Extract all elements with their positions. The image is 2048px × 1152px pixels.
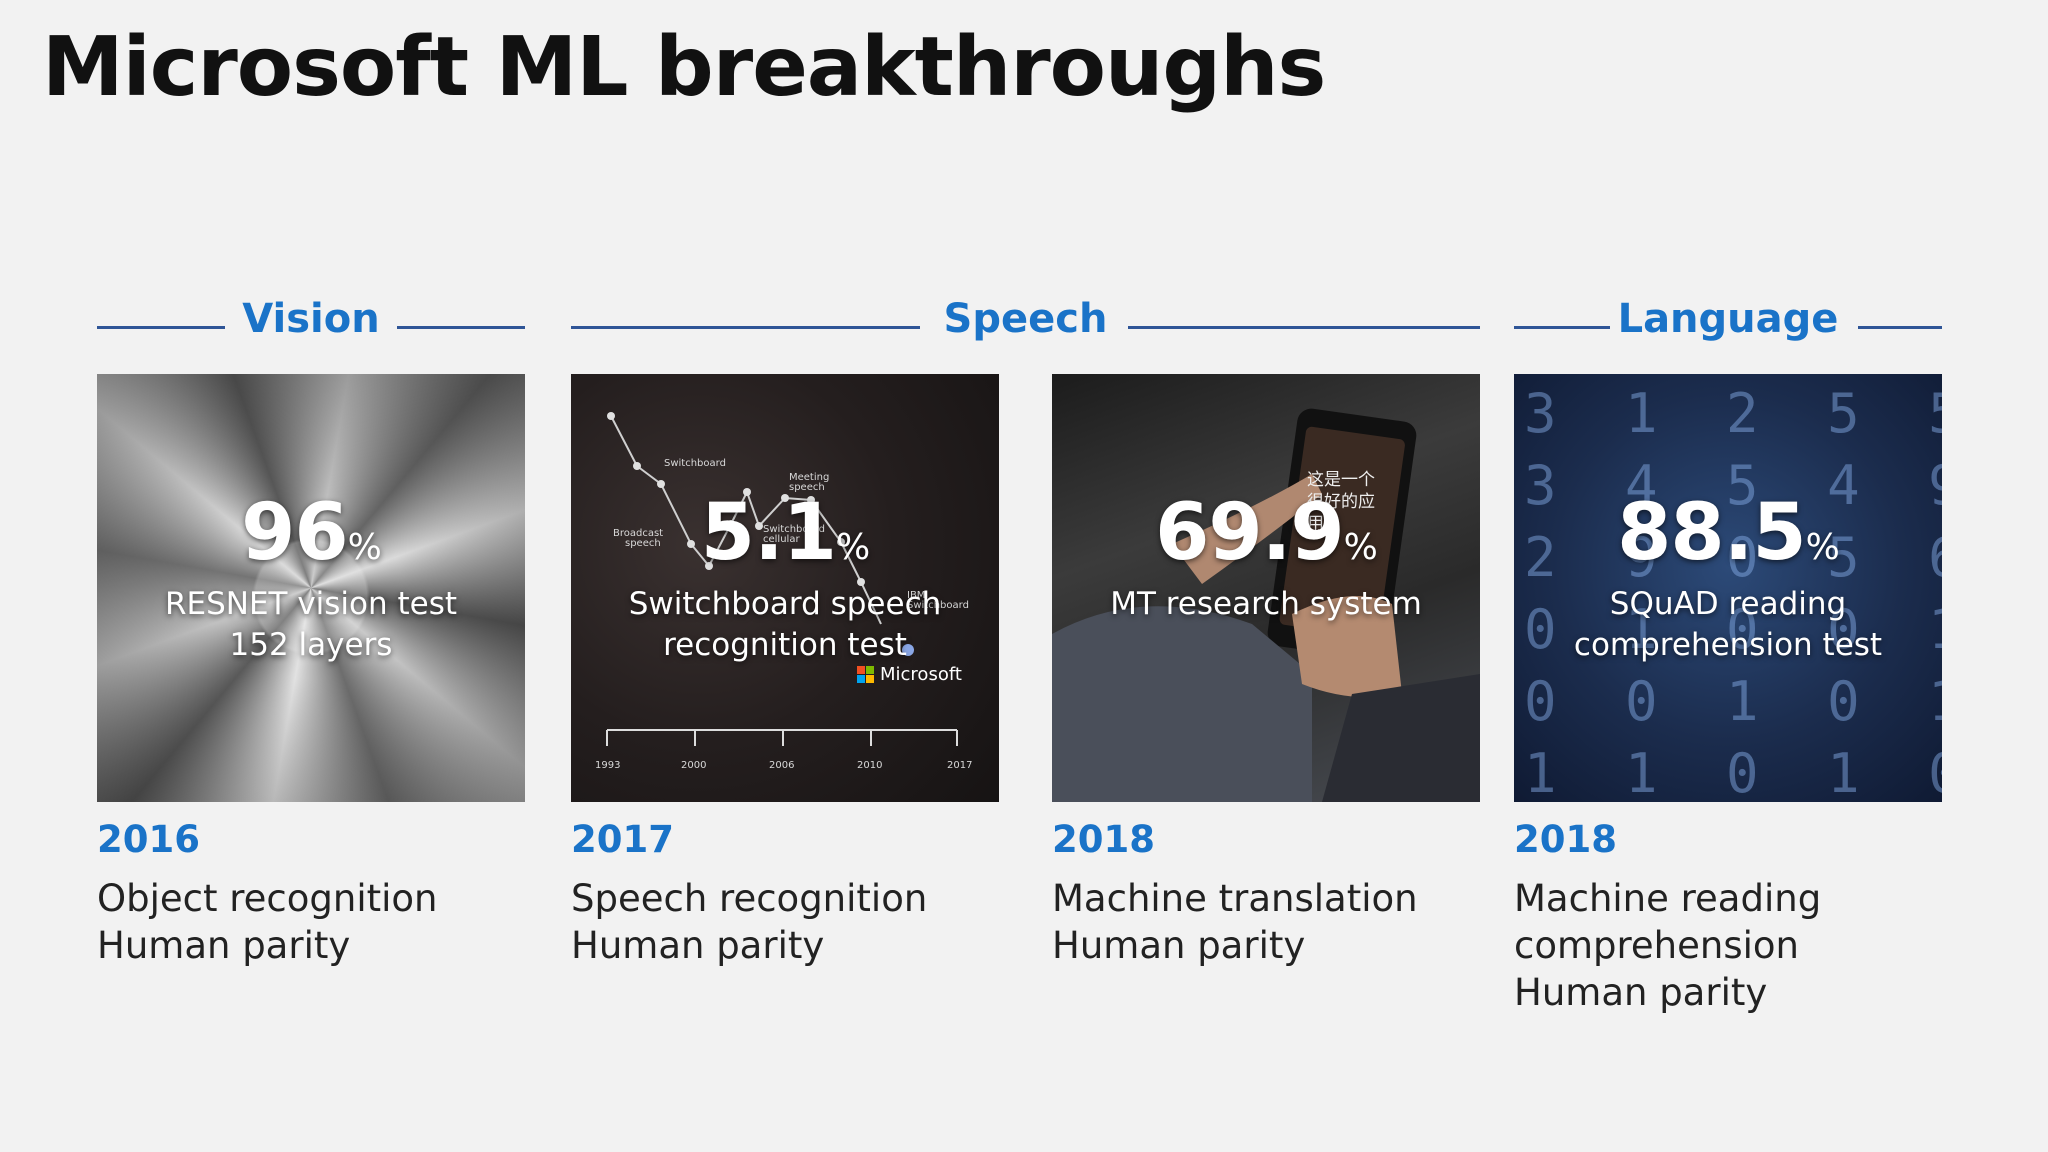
milestone-description: Speech recognition Human parity xyxy=(571,877,928,967)
card-overlay: 69.9% MT research system xyxy=(1052,494,1480,625)
divider xyxy=(1514,326,1610,329)
card-speech-recognition: Switchboard Meeting speech Broadcast spe… xyxy=(571,374,999,802)
metric-caption: MT research system xyxy=(1110,586,1422,622)
metric-value: 96% xyxy=(241,488,382,578)
milestone-description: Object recognition Human parity xyxy=(97,877,438,967)
metric-caption: Switchboard speech recognition test xyxy=(628,586,942,663)
card-overlay: 96% RESNET vision test 152 layers xyxy=(97,494,525,666)
card-overlay: 88.5% SQuAD reading comprehension test xyxy=(1514,494,1942,666)
section-label-language: Language xyxy=(1617,296,1839,342)
svg-text:speech: speech xyxy=(625,538,661,549)
section-label-speech: Speech xyxy=(943,296,1108,342)
metric-caption: SQuAD reading comprehension test xyxy=(1573,586,1883,663)
digits-image: 3 1 2 5 5 2 3 4 5 4 9 0 2 9 0 5 6 7 0 1 … xyxy=(1514,374,1942,802)
microsoft-logo-icon xyxy=(857,666,874,683)
phone-photo: 这是一个很好的应用。 xyxy=(1052,374,1480,802)
section-label-vision: Vision xyxy=(242,296,380,342)
year-label: 2017 xyxy=(571,818,674,861)
phone-screen-text: 这是一个很好的应用。 xyxy=(1307,470,1375,534)
svg-text:2017: 2017 xyxy=(947,760,972,771)
card-machine-translation: 这是一个很好的应用。 69.9% MT research system xyxy=(1052,374,1480,802)
year-label: 2018 xyxy=(1514,818,1617,861)
svg-text:2006: 2006 xyxy=(769,760,794,771)
svg-text:Switchboard: Switchboard xyxy=(763,524,825,535)
section-language: Language xyxy=(1514,296,1942,360)
svg-text:2010: 2010 xyxy=(857,760,882,771)
divider xyxy=(1858,326,1942,329)
microsoft-logo: Microsoft xyxy=(857,664,962,685)
section-speech: Speech xyxy=(571,296,1480,360)
metric-caption: RESNET vision test 152 layers xyxy=(164,586,458,663)
svg-text:Switchboard: Switchboard xyxy=(664,458,726,469)
svg-text:1993: 1993 xyxy=(595,760,620,771)
divider xyxy=(571,326,920,329)
svg-text:Switchboard: Switchboard xyxy=(907,600,969,611)
glass-image xyxy=(97,374,525,802)
milestone-description: Machine reading comprehension Human pari… xyxy=(1514,877,1822,1014)
phone-hands-graphic xyxy=(1052,408,1480,802)
page-title: Microsoft ML breakthroughs xyxy=(42,20,1326,115)
metric-value: 69.9% xyxy=(1155,488,1378,578)
metric-value: 5.1% xyxy=(700,488,870,578)
milestone-description: Machine translation Human parity xyxy=(1052,877,1418,967)
divider xyxy=(97,326,225,329)
svg-text:2000: 2000 xyxy=(681,760,706,771)
divider xyxy=(1128,326,1480,329)
progress-chart-graphic: Switchboard Meeting speech Broadcast spe… xyxy=(595,412,972,771)
year-label: 2018 xyxy=(1052,818,1155,861)
divider xyxy=(397,326,525,329)
svg-text:speech: speech xyxy=(789,482,825,493)
svg-text:cellular: cellular xyxy=(763,534,800,545)
year-label: 2016 xyxy=(97,818,200,861)
card-machine-reading: 3 1 2 5 5 2 3 4 5 4 9 0 2 9 0 5 6 7 0 1 … xyxy=(1514,374,1942,802)
svg-text:Meeting: Meeting xyxy=(789,472,829,483)
svg-text:IBM: IBM xyxy=(907,590,925,601)
section-vision: Vision xyxy=(97,296,525,360)
digit-pattern: 3 1 2 5 5 2 3 4 5 4 9 0 2 9 0 5 6 7 0 1 … xyxy=(1524,382,1942,802)
svg-text:Broadcast: Broadcast xyxy=(613,528,663,539)
chart-background-image: Switchboard Meeting speech Broadcast spe… xyxy=(571,374,999,802)
metric-value: 88.5% xyxy=(1617,488,1840,578)
card-vision: 96% RESNET vision test 152 layers xyxy=(97,374,525,802)
card-overlay: 5.1% Switchboard speech recognition test xyxy=(571,494,999,666)
